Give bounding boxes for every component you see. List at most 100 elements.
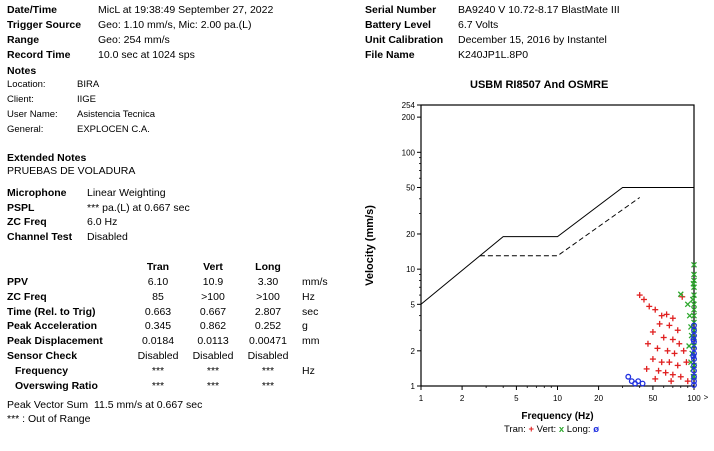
label: Record Time (7, 49, 71, 61)
table-row-label: Time (Rel. to Trig) (7, 305, 96, 318)
vert-marker (689, 296, 696, 303)
tran-marker (674, 362, 681, 369)
legend-symbol-long: ø (593, 424, 599, 435)
vert-marker (691, 261, 697, 268)
tran-marker (669, 336, 676, 343)
table-cell: *** (151, 364, 165, 377)
table-cell: Disabled (192, 350, 234, 362)
long-marker (691, 350, 697, 357)
legend-symbol-vert: x (559, 424, 565, 435)
label: Battery Level (365, 19, 431, 31)
table-row-label: ZC Freq (7, 290, 47, 303)
tran-marker (671, 350, 678, 357)
long-marker (691, 356, 697, 363)
legend-symbol-tran: + (528, 424, 534, 435)
table-cell: 0.667 (199, 305, 227, 318)
x-axis-label: Frequency (Hz) (521, 411, 593, 422)
tran-marker (664, 347, 671, 354)
tran-marker (666, 322, 673, 329)
tran-marker (663, 311, 670, 318)
footnote: *** : Out of Range (7, 413, 91, 425)
value: BA9240 V 10.72-8.17 BlastMate III (458, 4, 620, 16)
notes-value: EXPLOCEN C.A. (77, 124, 150, 135)
vert-marker (686, 343, 693, 349)
tran-marker (684, 378, 691, 385)
y-tick-label: 5 (411, 300, 416, 309)
tran-marker (655, 367, 662, 374)
table-unit: Hz (302, 290, 315, 303)
table-cell: 10.9 (202, 276, 224, 288)
table-unit: mm (302, 335, 320, 348)
table-row-label: Sensor Check (7, 350, 78, 362)
y-tick-label: 10 (406, 265, 415, 274)
microphone-value: Linear Weighting (87, 187, 166, 199)
microphone-value: 6.0 Hz (87, 216, 118, 228)
tran-marker (656, 320, 663, 327)
tran-marker (643, 365, 650, 372)
vert-marker (691, 301, 697, 308)
vert-marker (684, 301, 691, 308)
long-marker (625, 373, 632, 380)
y-tick-label: 2 (411, 347, 416, 356)
vert-marker (691, 292, 697, 299)
tran-marker (674, 327, 681, 334)
table-cell: 2.807 (254, 305, 282, 318)
long-marker (690, 353, 697, 360)
tran-marker (649, 356, 656, 363)
y-tick-label: 200 (402, 113, 416, 122)
microphone-value: Disabled (87, 230, 128, 243)
notes-value: IIGE (77, 94, 97, 105)
label: Unit Calibration (365, 34, 444, 46)
value: December 15, 2016 by Instantel (458, 34, 607, 46)
notes-heading: Notes (7, 65, 37, 77)
table-cell: *** (206, 364, 220, 377)
table-cell: 0.00471 (249, 335, 287, 348)
table-unit: mm/s (302, 276, 328, 288)
tran-marker (668, 378, 675, 385)
extended-notes-text: PRUEBAS DE VOLADURA (7, 165, 136, 177)
table-row-label: PPV (7, 276, 29, 288)
legend-name-tran: Tran: (504, 424, 528, 435)
vert-marker (691, 271, 697, 278)
microphone-label: Channel Test (7, 230, 73, 243)
limit-line-solid (420, 187, 694, 305)
long-marker (639, 380, 646, 387)
table-cell: 0.663 (144, 305, 172, 318)
notes-value: Asistencia Tecnica (77, 109, 155, 120)
extended-notes-heading: Extended Notes (7, 152, 87, 164)
axis-arrow: > (704, 393, 709, 402)
table-cell: >100 (201, 290, 225, 303)
value: 10.0 sec at 1024 sps (98, 49, 195, 61)
tran-marker (646, 303, 653, 310)
x-tick-label: 50 (648, 394, 657, 403)
y-tick-label: 254 (402, 101, 416, 110)
y-axis-label: Velocity (mm/s) (364, 205, 376, 286)
tran-marker (666, 359, 673, 366)
table-cell: *** (206, 379, 220, 392)
label: File Name (365, 49, 415, 61)
microphone-label: PSPL (7, 201, 35, 214)
notes-label: User Name: (7, 109, 58, 120)
chart-legend: Tran: + Vert: x Long: ø (504, 424, 599, 435)
label: Range (7, 34, 40, 46)
table-row-label: Peak Displacement (7, 335, 103, 348)
microphone-label: ZC Freq (7, 216, 47, 228)
limit-line-dashed (479, 197, 640, 257)
tran-marker (660, 334, 667, 341)
table-row-label: Frequency (15, 364, 69, 377)
tran-marker (652, 306, 659, 313)
long-marker (691, 367, 697, 374)
tran-marker (636, 292, 643, 299)
legend-name-vert: Vert: (534, 424, 559, 435)
tran-marker (658, 312, 665, 319)
table-cell: 0.862 (199, 320, 227, 333)
plot-frame (420, 104, 695, 387)
long-marker (690, 336, 697, 343)
vert-marker (691, 312, 697, 319)
table-row-label: Peak Acceleration (7, 320, 98, 333)
tran-marker (669, 371, 676, 378)
label: Serial Number (365, 4, 437, 16)
long-marker (691, 327, 697, 334)
legend-name-long: Long: (564, 424, 593, 435)
